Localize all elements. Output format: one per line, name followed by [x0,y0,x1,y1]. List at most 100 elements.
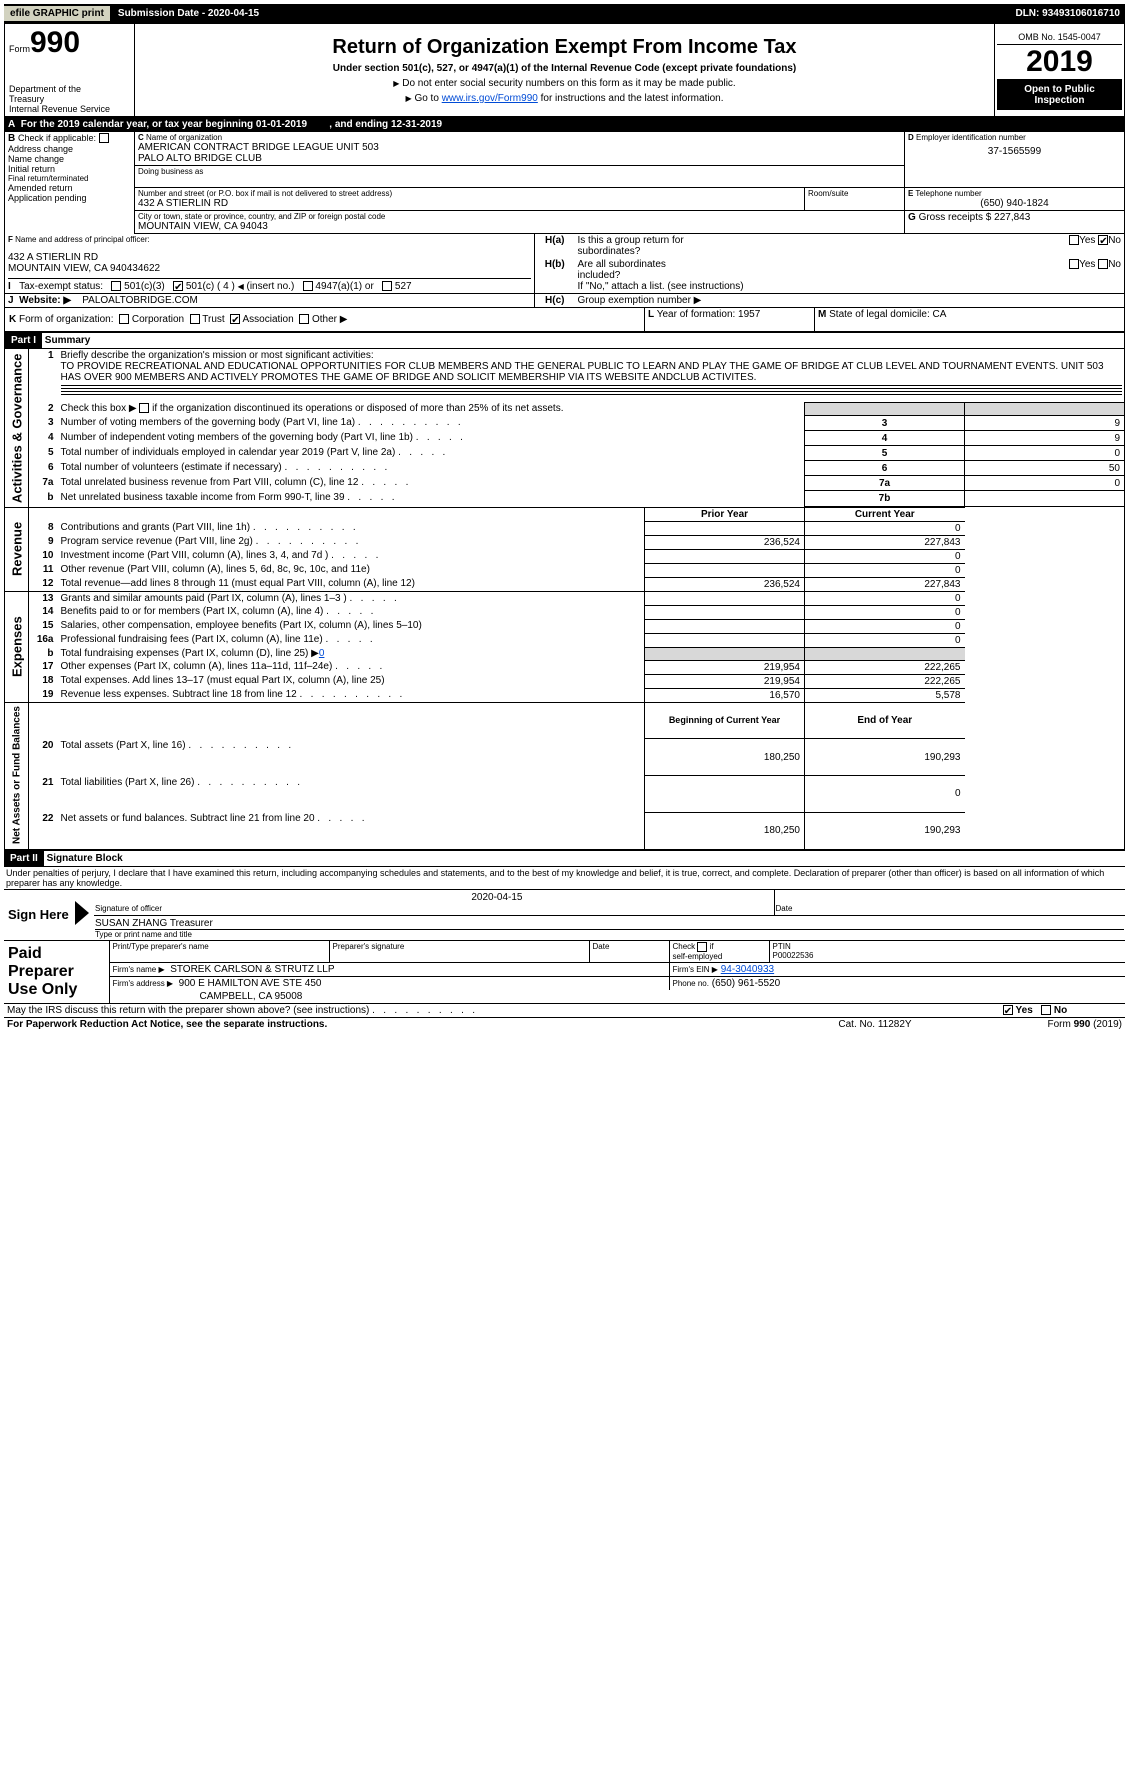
d-label: Employer identification number [916,133,1026,142]
b-opt-0: Address change [8,144,131,154]
ha-line1: Is this a group return for [578,235,684,246]
cat-no: Cat. No. 11282Y [775,1018,975,1031]
part2-badge: Part II [4,851,44,866]
mission: TO PROVIDE RECREATIONAL AND EDUCATIONAL … [61,361,1104,383]
col-prior: Prior Year [645,507,805,521]
exp-19: Revenue less expenses. Subtract line 18 … [59,688,645,702]
cb-self-employed[interactable] [697,942,707,952]
room-label: Room/suite [808,189,901,198]
paid-preparer-label: Paid Preparer Use Only [4,941,109,1004]
hb-line1: Are all subordinates [578,259,666,270]
firm-addr-label: Firm's address ▶ [113,979,174,988]
side-rev: Revenue [5,507,29,591]
sig-date: 2020-04-15 [95,892,773,903]
cb-corp[interactable] [119,314,129,324]
cb-assoc[interactable] [230,314,240,324]
ein: 37-1565599 [908,146,1121,157]
part1-title: Summary [45,335,91,346]
check-if-label: Check if applicable: [18,133,96,143]
firm-name: STOREK CARLSON & STRUTZ LLP [170,964,334,975]
col-end: End of Year [805,702,965,739]
hb-line2: included? [578,270,621,281]
exp-18: Total expenses. Add lines 13–17 (must eq… [59,674,645,688]
ag-7a: Total unrelated business revenue from Pa… [59,476,805,491]
cb-501c3[interactable] [111,281,121,291]
firm-name-label: Firm's name ▶ [113,965,165,974]
ag-6: Total number of volunteers (estimate if … [59,461,805,476]
type-label: Type or print name and title [95,929,1124,939]
rev-9: Program service revenue (Part VIII, line… [59,535,645,549]
g-label: Gross receipts $ [919,212,992,223]
c-label: Name of organization [146,133,222,142]
city-label: City or town, state or province, country… [138,212,901,221]
sign-here-table: Sign Here 2020-04-15 Signature of office… [4,889,1125,941]
cb-4947[interactable] [303,281,313,291]
b-opt-3: Final return/terminated [8,174,131,183]
part1-body: Activities & Governance 1 Briefly descri… [4,349,1125,850]
col-current: Current Year [805,507,965,521]
dept-line1: Department of the [9,84,130,94]
firm-ein[interactable]: 94-3040933 [721,964,774,975]
b-opt-5: Application pending [8,193,131,203]
e-label: Telephone number [915,189,981,198]
dln: DLN: 93493106016710 [1015,8,1125,19]
efile-badge: efile GRAPHIC print [4,6,110,21]
org-name-2: PALO ALTO BRIDGE CLUB [138,153,901,164]
checkbox-applicable[interactable] [99,133,109,143]
form-prefix: Form [9,44,30,54]
cb-trust[interactable] [190,314,200,324]
exp-15: Salaries, other compensation, employee b… [59,619,645,633]
cb-discuss-yes[interactable] [1003,1005,1013,1015]
exp-13: Grants and similar amounts paid (Part IX… [59,591,645,605]
cb-discuss-no[interactable] [1041,1005,1051,1015]
exp-14: Benefits paid to or for members (Part IX… [59,605,645,619]
cb-hb-no[interactable] [1098,259,1108,269]
form-subtitle: Under section 501(c), 527, or 4947(a)(1)… [139,63,990,74]
cb-ha-yes[interactable] [1069,235,1079,245]
side-ag: Activities & Governance [5,349,29,507]
firm-addr2: CAMPBELL, CA 95008 [109,990,1125,1004]
f-h-grid: F Name and address of principal officer:… [4,234,1125,308]
paid-preparer-table: Paid Preparer Use Only Print/Type prepar… [4,941,1125,1004]
signature-arrow-icon [75,901,89,925]
firm-ein-label: Firm's EIN ▶ [673,965,718,974]
cb-527[interactable] [382,281,392,291]
exp-17: Other expenses (Part IX, column (A), lin… [59,660,645,674]
street-label: Number and street (or P.O. box if mail i… [138,189,801,198]
fundraising-link[interactable]: 0 [319,648,325,659]
submission-date: Submission Date - 2020-04-15 [118,8,259,19]
ssn-warning: Do not enter social security numbers on … [139,78,990,89]
part2-header: Part II Signature Block [4,850,1125,867]
dept-line3: Internal Revenue Service [9,104,130,114]
org-name-1: AMERICAN CONTRACT BRIDGE LEAGUE UNIT 503 [138,142,901,153]
form-title: Return of Organization Exempt From Incom… [139,36,990,59]
cb-501c[interactable] [173,281,183,291]
cb-hb-yes[interactable] [1069,259,1079,269]
form-number: 990 [30,26,80,59]
b-opt-4: Amended return [8,183,131,193]
k-l-m-row: K Form of organization: Corporation Trus… [4,308,1125,332]
b-opt-2: Initial return [8,164,131,174]
rev-10: Investment income (Part VIII, column (A)… [59,549,645,563]
goto-line: Go to www.irs.gov/Form990 for instructio… [139,93,990,104]
form990-link[interactable]: www.irs.gov/Form990 [442,93,538,104]
paperwork-notice: For Paperwork Reduction Act Notice, see … [4,1018,775,1031]
sig-officer-label: Signature of officer [95,904,162,913]
cb-other[interactable] [299,314,309,324]
tax-year: 2019 [997,45,1122,80]
officer-name: SUSAN ZHANG Treasurer [95,918,1124,929]
k-label: Form of organization: [19,314,114,325]
cb-discontinued[interactable] [139,403,149,413]
exp-16a: Professional fundraising fees (Part IX, … [59,633,645,647]
rev-11: Other revenue (Part VIII, column (A), li… [59,563,645,577]
phone-label: Phone no. [673,979,709,988]
sig-date-label: Date [776,904,1125,913]
part2-title: Signature Block [47,853,123,864]
net-22: Net assets or fund balances. Subtract li… [59,812,645,849]
discuss-row: May the IRS discuss this return with the… [4,1004,1125,1018]
cb-ha-no[interactable] [1098,235,1108,245]
gross-receipts: 227,843 [994,212,1030,223]
net-20: Total assets (Part X, line 16) [59,739,645,776]
perjury-statement: Under penalties of perjury, I declare th… [4,867,1125,889]
ag-4: Number of independent voting members of … [59,431,805,446]
